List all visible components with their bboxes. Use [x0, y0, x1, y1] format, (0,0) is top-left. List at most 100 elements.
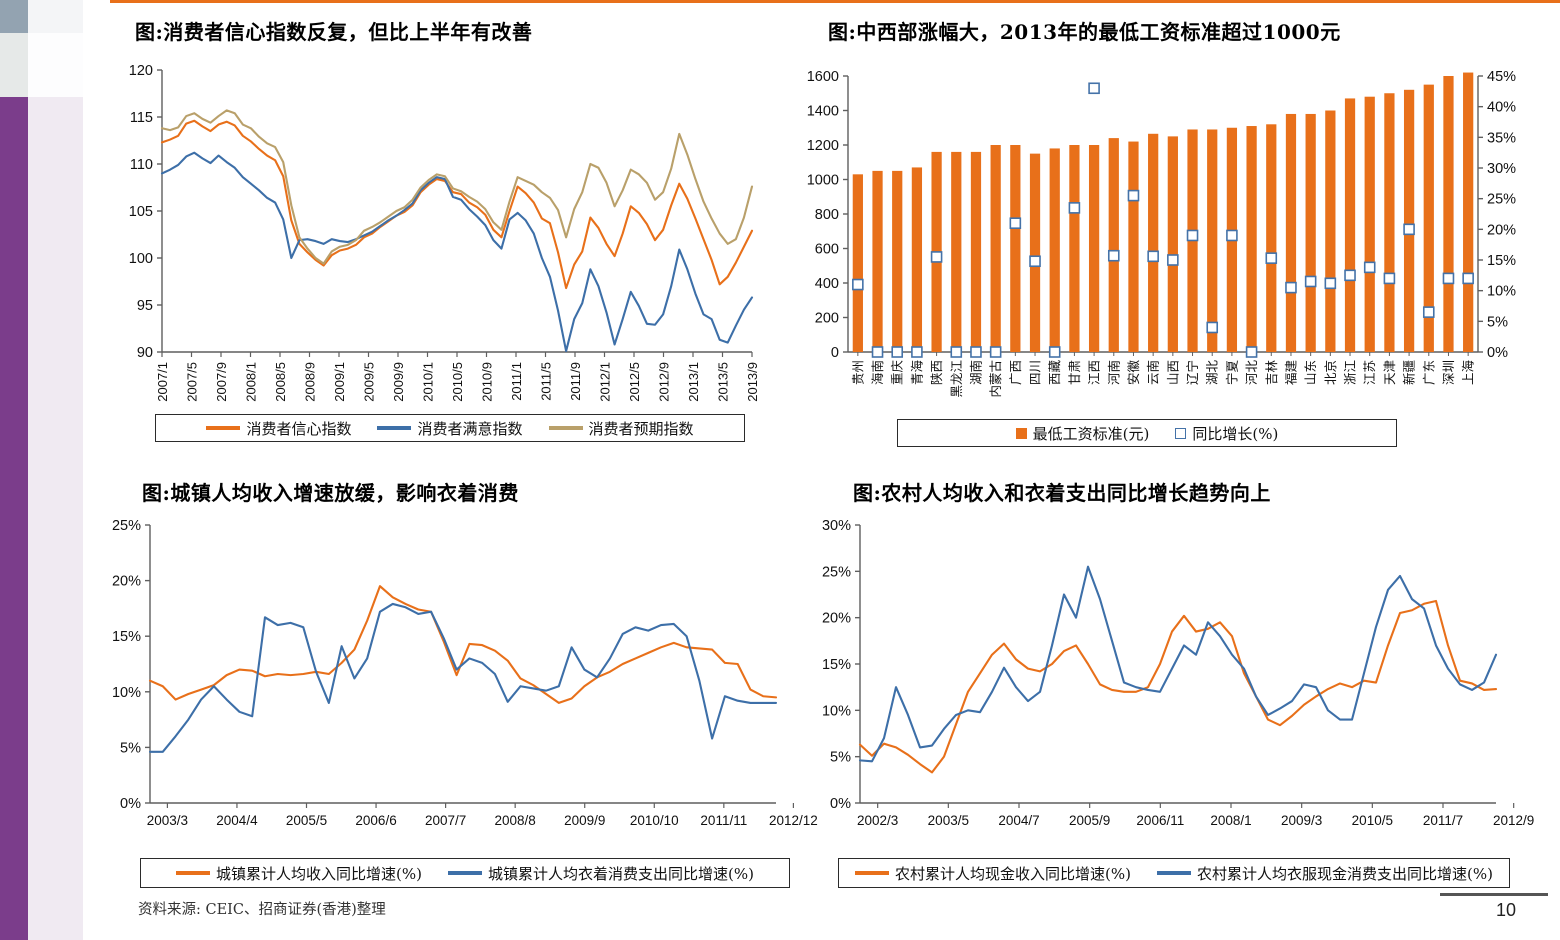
series-消费者预期指数	[160, 109, 754, 265]
bar	[852, 174, 863, 352]
legend-label: 消费者预期指数	[588, 419, 694, 438]
category-label: 辽宁	[1185, 360, 1200, 385]
x-tick-label: 2009/1	[332, 362, 347, 402]
legend-swatch-line	[1157, 871, 1191, 875]
y-tick-label: 115	[130, 110, 153, 126]
chart-consumer-confidence: 90 95 100 105 110 115 120 2007/1 2007/5 2007/9 200…	[110, 60, 760, 402]
legend-swatch-line	[448, 871, 482, 875]
x-tick-label: 2010/5	[450, 362, 465, 402]
y-tick-label-left: 1400	[807, 104, 839, 120]
y-tick-label-left: 600	[815, 242, 839, 258]
chart-title-minimum-wage: 图:中西部涨幅大，2013年的最低工资标准超过1000元	[828, 20, 1341, 44]
x-tick-label: 2008/1	[1210, 813, 1251, 828]
x-tick-label: 2003/5	[928, 813, 969, 828]
bar	[951, 151, 962, 352]
bar	[1344, 98, 1356, 353]
category-label: 河北	[1244, 360, 1259, 386]
x-tick-label: 2013/5	[716, 362, 731, 402]
legend-item-expectation: 消费者预期指数	[548, 418, 694, 439]
bar	[1088, 145, 1100, 352]
x-tick-label: 2013/1	[686, 362, 701, 402]
x-tick-label: 2007/5	[185, 362, 200, 402]
y-tick-label-left: 200	[815, 311, 839, 327]
source-note: 资料来源: CEIC、招商证券(香港)整理	[138, 902, 386, 918]
y-tick-label: 25%	[112, 518, 141, 534]
y-tick-label: 100	[129, 251, 153, 267]
growth-marker	[1206, 321, 1219, 334]
y-tick-label: 15%	[112, 629, 141, 645]
category-label: 黑龙江	[949, 360, 964, 398]
category-label: 北京	[1323, 360, 1338, 385]
growth-marker	[1048, 346, 1061, 358]
growth-marker	[1363, 261, 1376, 274]
growth-marker	[1344, 269, 1356, 282]
category-label: 内蒙古	[988, 360, 1003, 398]
growth-marker	[1285, 281, 1297, 294]
growth-marker	[970, 346, 982, 358]
sidebar-block-light-purple	[28, 97, 83, 940]
growth-marker	[989, 346, 1002, 358]
x-tick-label: 2011/9	[568, 362, 583, 401]
growth-marker	[891, 346, 904, 358]
legend-swatch-line	[855, 871, 890, 875]
category-label: 云南	[1146, 360, 1161, 385]
legend-label: 农村累计人均衣服现金消费支出同比增速(%)	[1197, 864, 1493, 883]
sidebar-block-purple	[0, 97, 28, 940]
growth-marker	[1226, 229, 1238, 242]
y-tick-label-right: 20%	[1487, 222, 1516, 238]
legend-rural-income: 农村累计人均现金收入同比增速(%) 农村累计人均衣服现金消费支出同比增速(%)	[838, 858, 1510, 888]
chart-urban-income-canvas: 0% 5% 10% 15% 20% 25% 2003/3 2004/4 2005/5 2006/6…	[112, 518, 818, 828]
category-label: 河南	[1106, 360, 1121, 385]
y-tick-label-right: 15%	[1487, 253, 1516, 269]
legend-label: 城镇累计人均收入同比增速(%)	[216, 864, 422, 883]
x-tick-label: 2010/1	[421, 362, 436, 402]
category-label: 山西	[1165, 360, 1180, 385]
growth-marker	[950, 346, 963, 358]
legend-item-urban-clothing: 城镇累计人均衣着消费支出同比增速(%)	[448, 863, 754, 884]
growth-marker	[1147, 250, 1159, 263]
x-tick-label: 2009/9	[564, 813, 605, 828]
bar	[990, 145, 1001, 352]
category-label: 宁夏	[1224, 360, 1239, 386]
y-tick-label: 95	[137, 298, 153, 314]
x-tick-label: 2010/5	[1352, 813, 1393, 828]
category-label: 重庆	[890, 360, 905, 386]
category-label: 海南	[870, 360, 885, 385]
x-tick-label: 2005/9	[1069, 813, 1110, 828]
legend-swatch-line	[206, 426, 241, 430]
bar	[1246, 126, 1257, 352]
growth-marker	[1442, 272, 1455, 285]
header-rule	[110, 0, 1560, 3]
chart-rural-income-canvas: 0% 5% 10% 15% 20% 25% 30% 2002/3 2003/5 2004/7 200…	[822, 518, 1534, 828]
y-tick-label-right: 45%	[1487, 69, 1516, 85]
y-tick-label: 5%	[120, 740, 141, 756]
chart-title-urban-income: 图:城镇人均收入增速放缓，影响衣着消费	[142, 481, 519, 505]
growth-marker	[1068, 202, 1081, 214]
category-label: 天津	[1382, 360, 1397, 385]
sidebar-block-white	[28, 33, 83, 97]
y-tick-label: 0%	[830, 796, 851, 812]
y-tick-label: 25%	[822, 564, 851, 580]
bar	[1384, 93, 1395, 352]
y-tick-label: 120	[129, 63, 153, 79]
bar	[1029, 153, 1041, 353]
bar	[1167, 136, 1178, 353]
growth-marker	[911, 346, 923, 358]
growth-marker	[1009, 217, 1022, 229]
chart-title-consumer-confidence: 图:消费者信心指数反复，但比上半年有改善	[135, 20, 533, 44]
legend-item-wage-standard: 最低工资标准(元)	[1015, 423, 1149, 444]
x-tick-label: 2009/3	[1281, 813, 1322, 828]
bar	[970, 151, 982, 352]
y-tick-label: 20%	[822, 611, 851, 627]
chart-urban-income: 0% 5% 10% 15% 20% 25% 2003/3 2004/4 2005/5 2006/6…	[100, 515, 818, 835]
chart-title-rural-income: 图:农村人均收入和衣着支出同比增长趋势向上	[853, 481, 1271, 505]
growth-marker	[1422, 306, 1435, 318]
sidebar-block-gray	[0, 33, 28, 97]
x-tick-label: 2010/10	[630, 813, 679, 828]
bar	[1266, 124, 1277, 352]
category-label: 山东	[1303, 360, 1318, 385]
legend-item-confidence: 消费者信心指数	[206, 418, 351, 439]
x-tick-label: 2008/1	[244, 362, 259, 402]
y-tick-label: 110	[130, 157, 153, 173]
growth-marker	[930, 251, 943, 263]
